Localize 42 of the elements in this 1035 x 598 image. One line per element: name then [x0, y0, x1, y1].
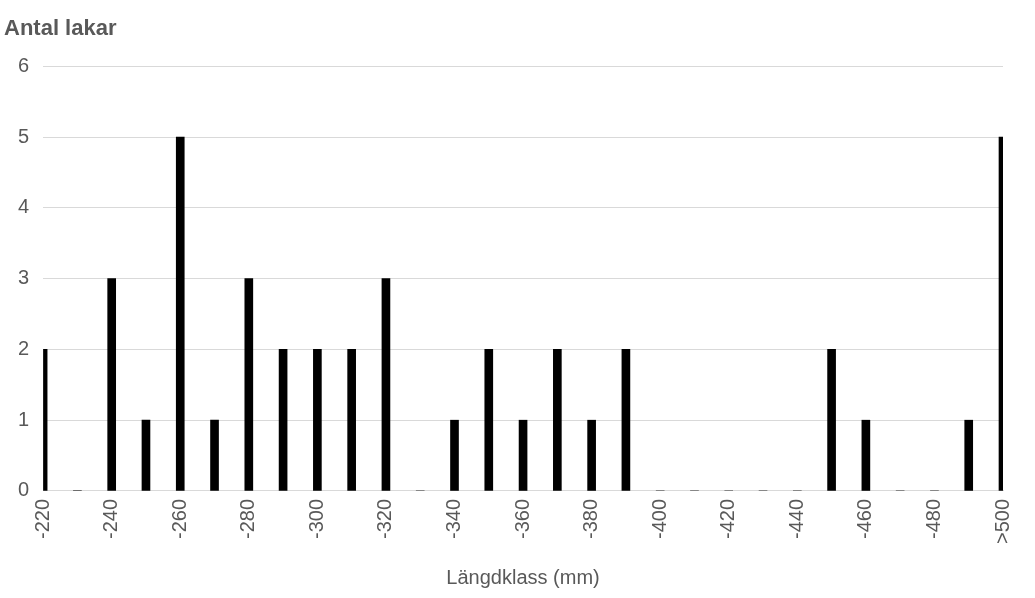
bar: [621, 349, 631, 491]
x-tick-label: -220: [30, 498, 53, 539]
y-tick-label: 1: [18, 407, 30, 430]
x-tick-label: >500: [990, 498, 1013, 545]
x-tick-label: -360: [510, 498, 533, 539]
bar: [587, 419, 596, 491]
x-tick-label: -480: [921, 498, 944, 539]
x-tick-label: -340: [442, 498, 465, 539]
bar: [861, 419, 871, 491]
x-tick-label: -460: [853, 498, 876, 539]
bar: [210, 419, 219, 491]
bar: [518, 419, 528, 491]
x-tick-label: -300: [304, 498, 327, 539]
x-tick-label: -260: [167, 498, 190, 539]
bar: [450, 419, 459, 491]
x-tick-label: -440: [784, 498, 807, 539]
x-tick-label: -320: [373, 498, 396, 539]
x-tick-label: -420: [716, 498, 739, 539]
bar: [964, 419, 974, 491]
x-tick-label: -380: [579, 498, 602, 539]
chart-title: Antal lakar: [4, 15, 117, 41]
bar: [827, 349, 836, 491]
bar: [553, 349, 562, 491]
y-tick-label: 5: [18, 124, 30, 147]
bar: [107, 278, 117, 491]
x-axis-title: Längdklass (mm): [446, 565, 600, 588]
y-tick-label: 2: [18, 336, 30, 359]
bar: [381, 278, 391, 491]
bar: [313, 349, 322, 491]
bar: [141, 419, 151, 491]
bar: [278, 349, 288, 491]
bar: [244, 278, 254, 491]
bar: [175, 136, 185, 491]
y-tick-label: 4: [18, 195, 30, 218]
bar: [347, 349, 356, 491]
y-tick-label: 3: [18, 266, 30, 289]
x-tick-label: -280: [236, 498, 259, 539]
x-tick-label: -400: [647, 498, 670, 539]
x-tick-label: -240: [99, 498, 122, 539]
y-tick-label: 6: [18, 53, 30, 76]
y-tick-label: 0: [18, 478, 30, 501]
bar: [484, 349, 494, 491]
